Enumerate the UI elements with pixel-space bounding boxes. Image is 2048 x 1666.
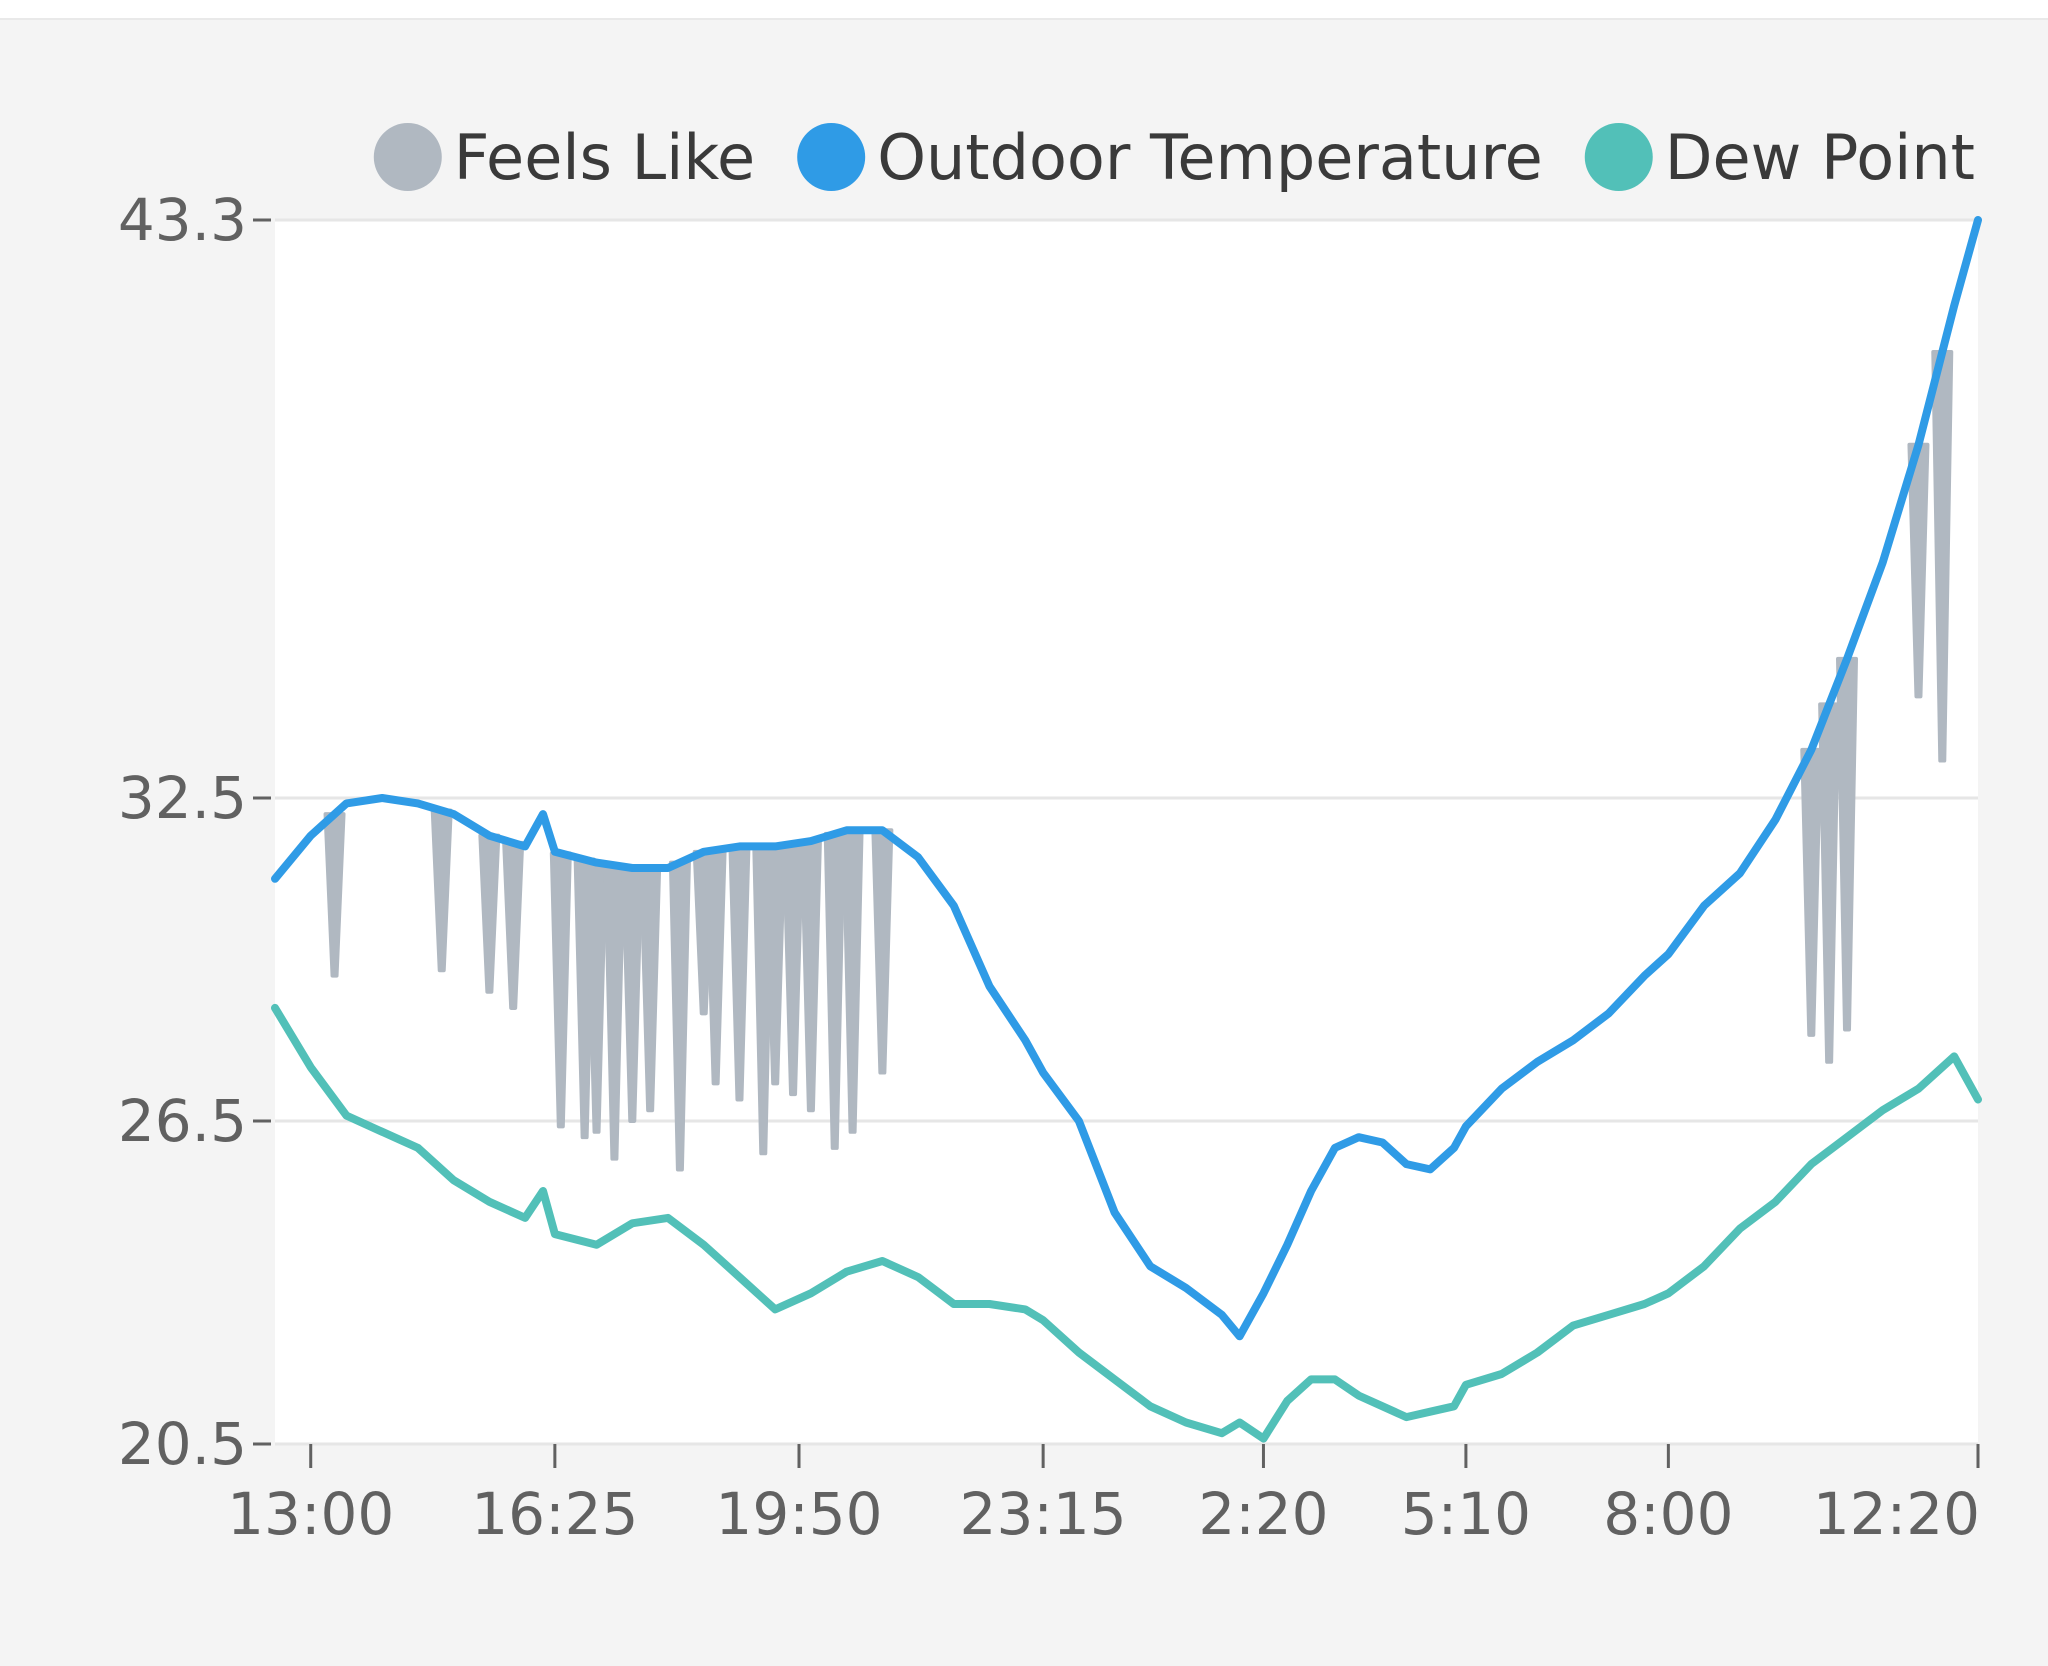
legend-label: Outdoor Temperature [877, 121, 1543, 194]
x-tick-label: 8:00 [1603, 1480, 1733, 1548]
x-tick-label: 16:25 [471, 1480, 638, 1548]
plot-area [275, 220, 1978, 1444]
x-tick-label: 5:10 [1401, 1480, 1531, 1548]
legend-item[interactable]: Feels Like [373, 121, 755, 194]
x-tick-label: 23:15 [960, 1480, 1127, 1548]
series-layer [271, 216, 1982, 1443]
x-tick-label: 12:20 [1813, 1480, 1980, 1548]
y-tick-label: 32.5 [118, 764, 247, 832]
legend-label: Feels Like [454, 121, 755, 194]
legend: Dew Point Outdoor Temperature Feels Like [373, 121, 1975, 194]
y-tick-label: 20.5 [118, 1410, 247, 1478]
series-dew-point-line [271, 1003, 1982, 1443]
series-outdoor-temperature-line [271, 216, 1982, 1341]
x-tick-label: 13:00 [227, 1480, 394, 1548]
y-tick-label: 43.3 [118, 186, 247, 254]
legend-item[interactable]: Dew Point [1584, 121, 1975, 194]
legend-label: Dew Point [1665, 121, 1975, 194]
x-tick-label: 19:50 [715, 1480, 882, 1548]
legend-swatch [1584, 123, 1653, 191]
legend-swatch [797, 123, 866, 191]
axes: 43.3 32.5 26.5 20.513:00 16:25 19:50 23:15 2:20… [118, 186, 1980, 1548]
y-tick-label: 26.5 [118, 1087, 247, 1155]
legend-item[interactable]: Outdoor Temperature [797, 121, 1543, 194]
x-tick-label: 2:20 [1198, 1480, 1328, 1548]
legend-swatch [373, 123, 442, 191]
